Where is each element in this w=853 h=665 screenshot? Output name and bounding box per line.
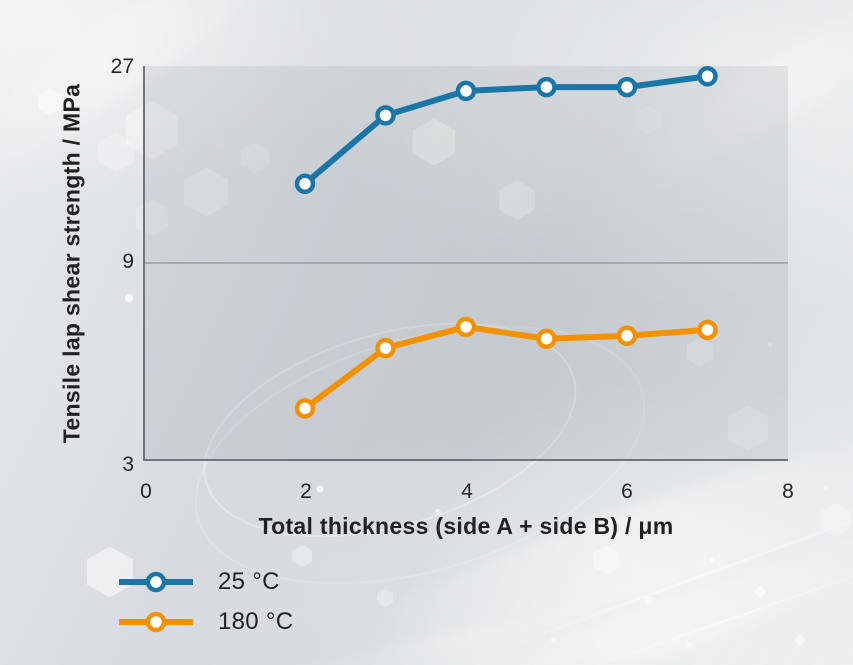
data-point [616, 76, 638, 98]
x-tick-label: 8 [782, 480, 794, 503]
legend: 25 °C 180 °C [116, 568, 293, 636]
sparkle-decoration [795, 635, 805, 645]
hexagon-decoration [126, 101, 178, 159]
data-point [697, 319, 718, 341]
x-axis-title: Total thickness (side A + side B) / μm [258, 513, 674, 539]
legend-item-25c: 25 °C [116, 568, 293, 596]
hexagon-decoration [38, 88, 62, 116]
hexagon-decoration [98, 132, 134, 172]
sparkle-decoration [767, 342, 773, 348]
hexagon-decoration [377, 589, 393, 607]
sparkle-decoration [125, 294, 133, 302]
hexagon-decoration [728, 405, 768, 451]
hexagon-decoration [499, 180, 535, 220]
hexagon-decoration [184, 167, 228, 217]
data-point [455, 316, 477, 338]
sparkle-decoration [316, 485, 324, 493]
sparkle-decoration [550, 637, 556, 643]
x-tick-label: 2 [300, 480, 312, 503]
x-tick-label: 4 [461, 480, 473, 503]
sparkle-decoration [686, 641, 694, 649]
sparkle-decoration [435, 509, 441, 515]
hexagon-decoration [292, 545, 312, 567]
legend-marker-icon [119, 611, 193, 633]
sparkle-decoration [709, 557, 715, 563]
y-tick-label: 3 [122, 453, 134, 476]
y-axis-title: Tensile lap shear strength / MPa [58, 83, 85, 444]
series-line-0 [303, 73, 708, 187]
data-point [616, 325, 638, 346]
legend-label: 180 °C [218, 608, 294, 635]
data-point [455, 80, 477, 102]
sparkle-decoration [644, 596, 652, 604]
sparkle-decoration [608, 520, 614, 526]
data-point [375, 105, 396, 126]
sparkle-decoration [755, 587, 765, 597]
y-tick-label: 9 [122, 250, 134, 273]
sparkle-decoration [823, 485, 829, 491]
data-point [294, 398, 316, 419]
legend-item-180c: 180 °C [116, 608, 293, 636]
y-tick-label: 27 [110, 55, 134, 78]
data-point [294, 173, 316, 195]
series-line-1 [303, 323, 708, 411]
data-point [536, 76, 557, 98]
data-point [375, 337, 396, 359]
data-point [697, 65, 718, 87]
x-tick-label: 6 [621, 480, 633, 503]
legend-marker-icon [119, 571, 193, 593]
x-tick-label: 0 [140, 480, 152, 503]
legend-label: 25 °C [218, 568, 280, 595]
data-point [536, 328, 557, 349]
